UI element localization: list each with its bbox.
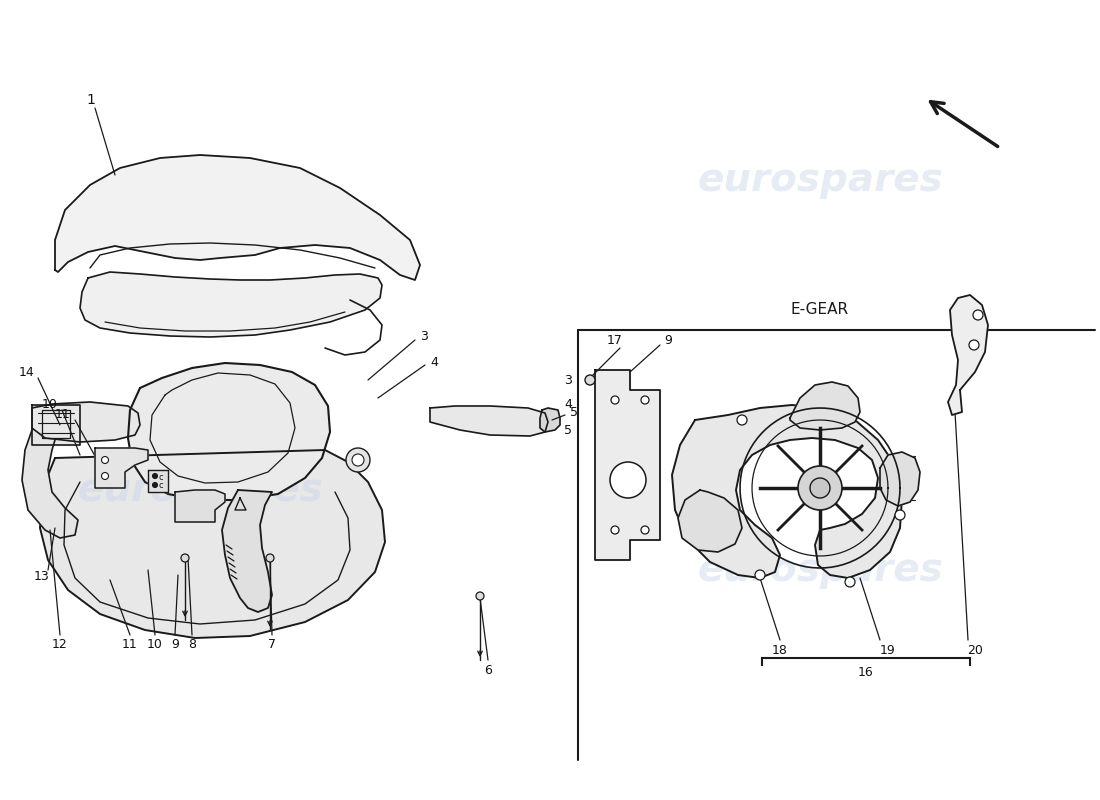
Text: eurospares: eurospares — [697, 551, 943, 589]
Text: 5: 5 — [564, 423, 572, 437]
Polygon shape — [672, 405, 902, 578]
Polygon shape — [80, 272, 382, 337]
Circle shape — [346, 448, 370, 472]
Polygon shape — [430, 406, 548, 436]
Text: 13: 13 — [34, 570, 50, 582]
Text: 3: 3 — [564, 374, 572, 386]
Text: 11: 11 — [122, 638, 138, 651]
Text: eurospares: eurospares — [77, 191, 323, 229]
Polygon shape — [595, 370, 660, 560]
Circle shape — [641, 526, 649, 534]
Circle shape — [266, 554, 274, 562]
Circle shape — [737, 415, 747, 425]
Circle shape — [610, 462, 646, 498]
Polygon shape — [55, 155, 420, 280]
Circle shape — [755, 570, 764, 580]
Circle shape — [845, 577, 855, 587]
Polygon shape — [880, 452, 920, 506]
Text: 7: 7 — [268, 638, 276, 651]
Circle shape — [352, 454, 364, 466]
Circle shape — [610, 396, 619, 404]
Text: c: c — [158, 474, 163, 482]
Circle shape — [182, 554, 189, 562]
Text: 17: 17 — [607, 334, 623, 346]
Text: 20: 20 — [967, 643, 983, 657]
Text: 3: 3 — [420, 330, 428, 342]
Circle shape — [476, 592, 484, 600]
Polygon shape — [148, 470, 168, 492]
Text: 10: 10 — [42, 398, 58, 410]
Circle shape — [153, 474, 157, 478]
Text: 9: 9 — [664, 334, 672, 346]
Circle shape — [974, 310, 983, 320]
Circle shape — [798, 466, 842, 510]
Polygon shape — [22, 430, 78, 538]
Circle shape — [101, 473, 109, 479]
Text: 6: 6 — [484, 663, 492, 677]
Text: 4: 4 — [564, 398, 572, 411]
Polygon shape — [540, 408, 560, 432]
Text: 9: 9 — [172, 638, 179, 651]
Circle shape — [810, 478, 830, 498]
Text: 5: 5 — [570, 406, 578, 418]
Polygon shape — [678, 490, 743, 552]
Circle shape — [969, 340, 979, 350]
Circle shape — [153, 482, 157, 487]
Polygon shape — [95, 448, 148, 488]
Polygon shape — [222, 490, 272, 612]
Text: eurospares: eurospares — [697, 161, 943, 199]
Text: c: c — [158, 482, 163, 490]
Text: 12: 12 — [52, 638, 68, 651]
Text: 11: 11 — [54, 407, 70, 421]
Polygon shape — [32, 405, 80, 445]
Text: 4: 4 — [430, 355, 438, 369]
Polygon shape — [40, 450, 385, 638]
Text: 16: 16 — [858, 666, 873, 678]
Polygon shape — [32, 402, 140, 442]
Text: 8: 8 — [188, 638, 196, 651]
Text: 1: 1 — [87, 93, 96, 107]
Circle shape — [585, 375, 595, 385]
Text: 10: 10 — [147, 638, 163, 651]
Circle shape — [641, 396, 649, 404]
Circle shape — [610, 526, 619, 534]
Text: 14: 14 — [19, 366, 34, 378]
Text: E-GEAR: E-GEAR — [791, 302, 849, 318]
Text: 18: 18 — [772, 643, 788, 657]
Text: eurospares: eurospares — [77, 471, 323, 509]
Text: 19: 19 — [880, 643, 895, 657]
Polygon shape — [790, 382, 860, 430]
Circle shape — [101, 457, 109, 463]
Polygon shape — [175, 490, 226, 522]
Polygon shape — [948, 295, 988, 415]
Polygon shape — [128, 363, 330, 500]
Circle shape — [895, 510, 905, 520]
